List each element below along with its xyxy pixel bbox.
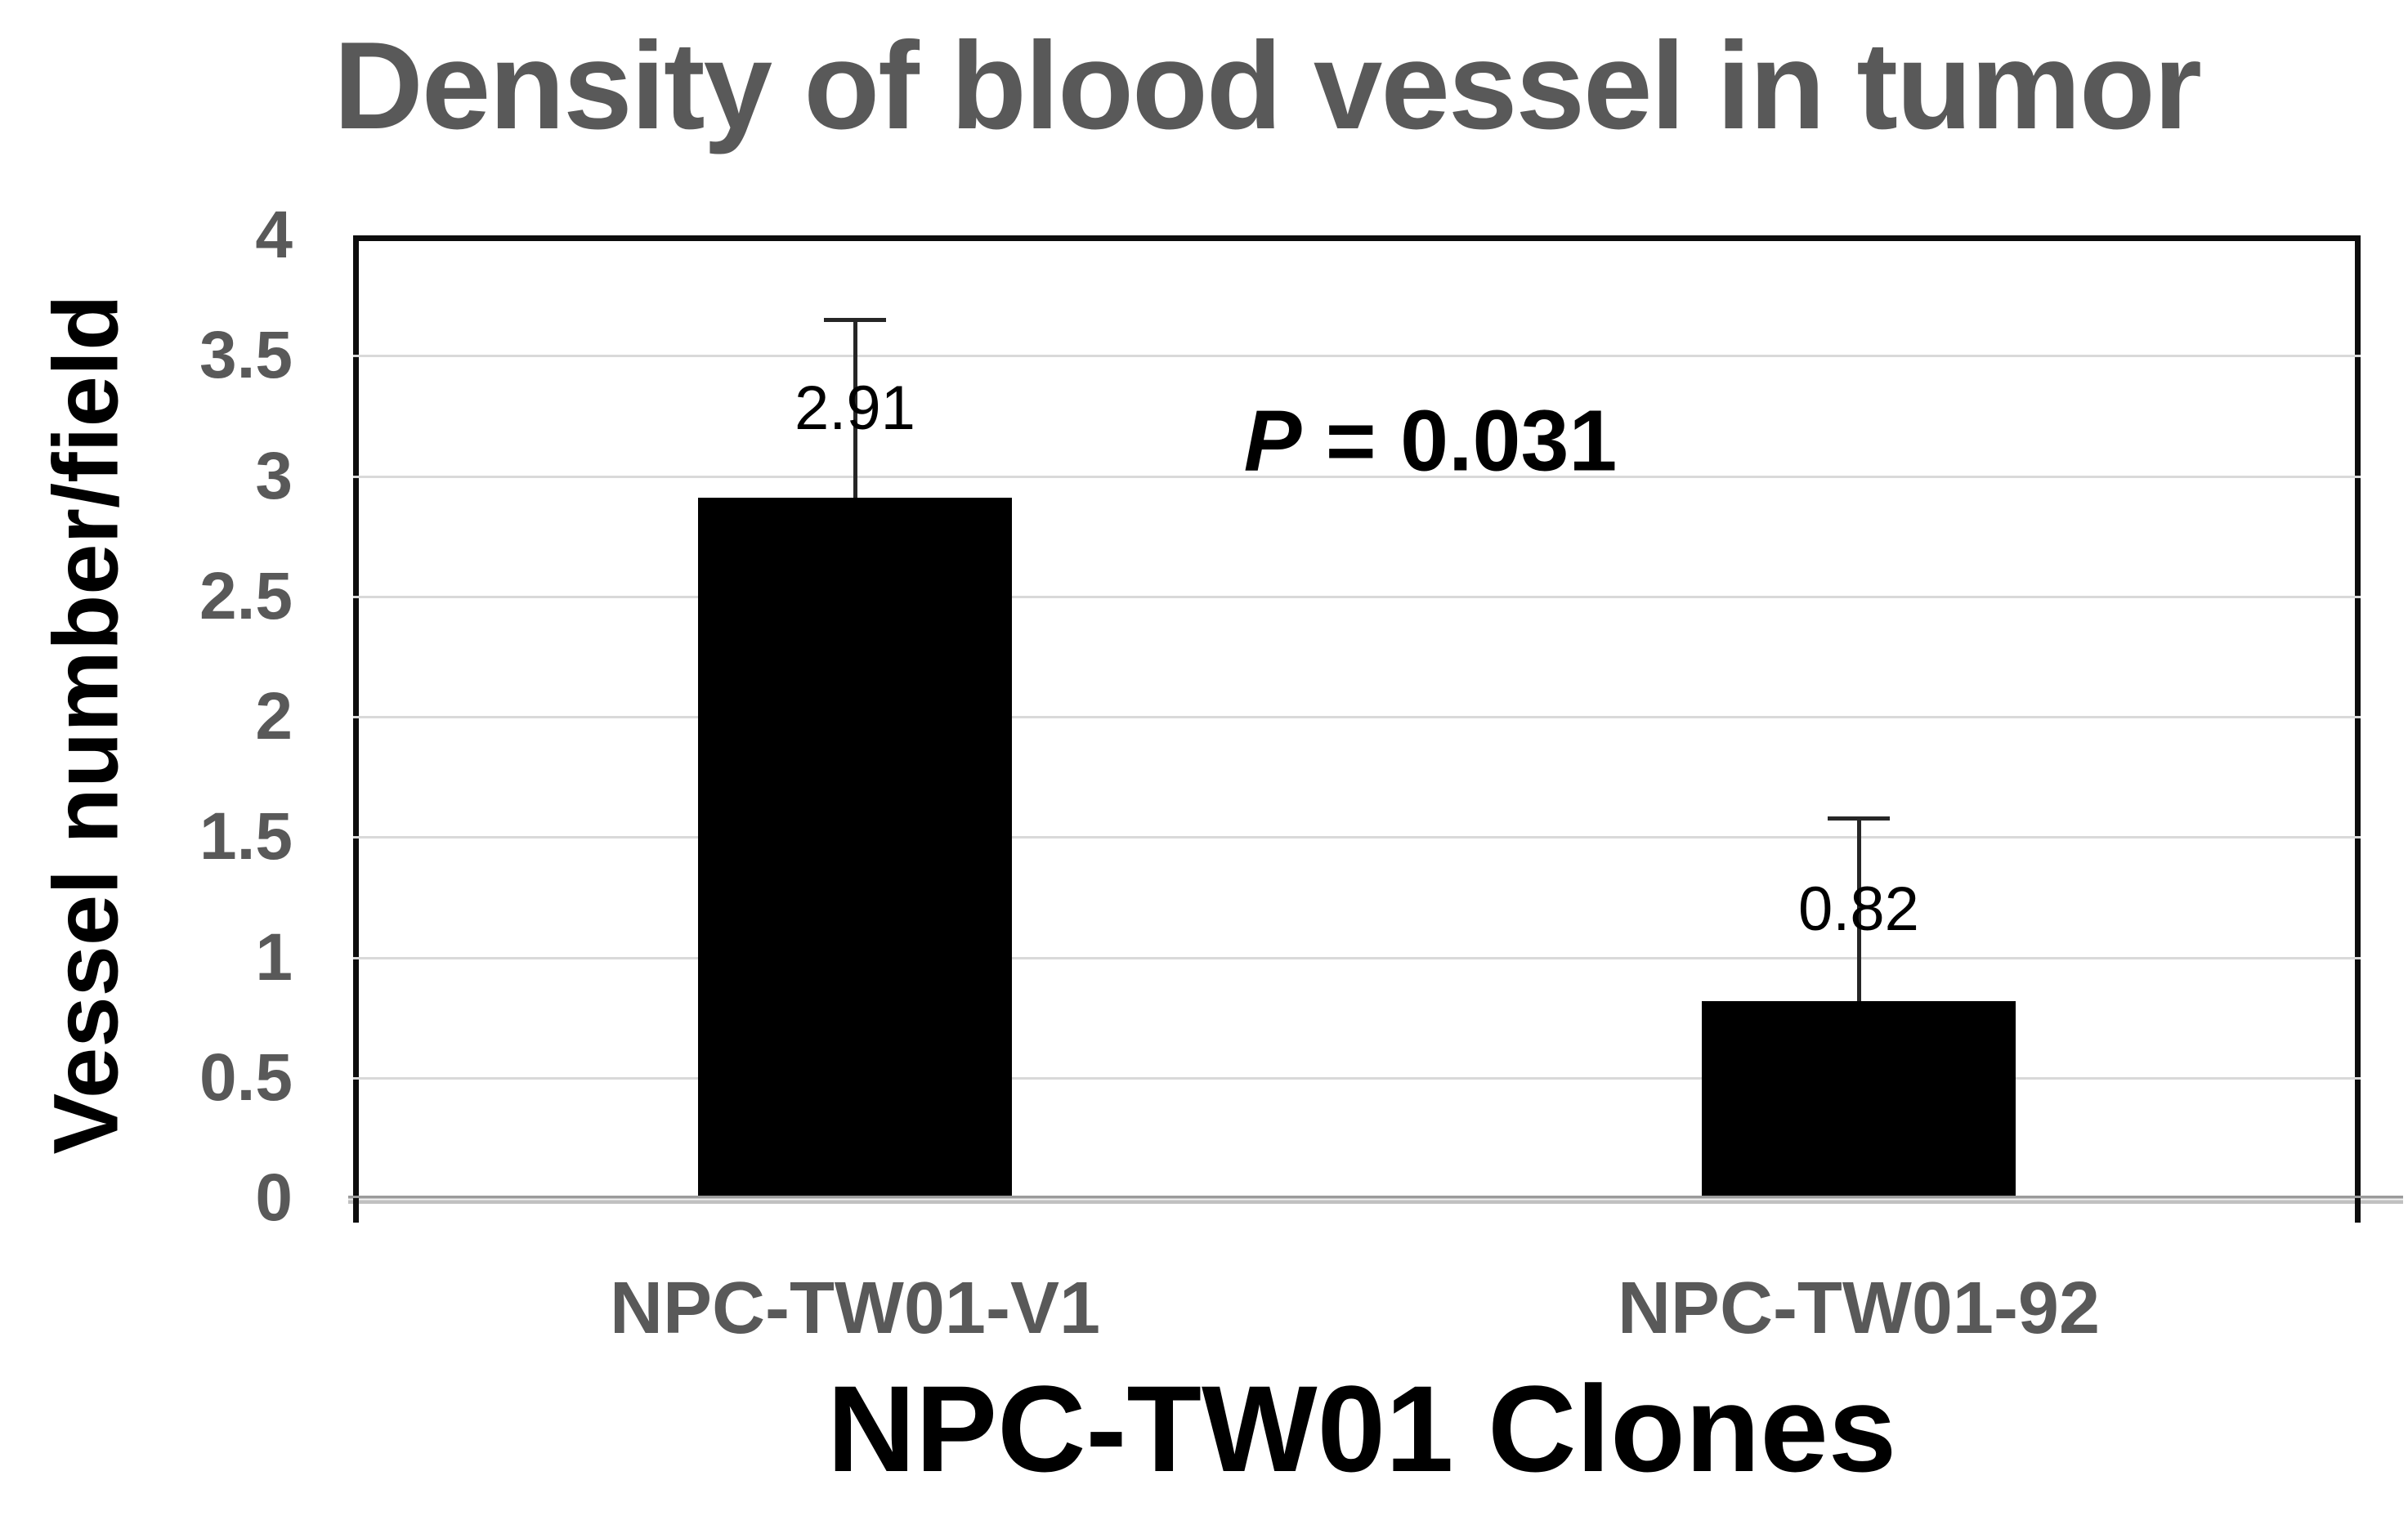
x-axis-left-tick (353, 1198, 359, 1223)
error-bar-whisker (1856, 817, 1861, 1001)
y-tick-label: 4 (255, 198, 293, 272)
y-tick-label: 1.5 (199, 799, 293, 874)
y-tick-label: 3 (255, 438, 293, 513)
x-category-label: NPC-TW01-V1 (609, 1268, 1101, 1349)
bar-data-label: 0.82 (1798, 874, 1919, 944)
error-bar-cap (1828, 816, 1890, 821)
bar (1702, 1000, 2016, 1198)
y-tick-label: 0 (255, 1160, 293, 1235)
y-tick-label: 2.5 (199, 558, 293, 633)
p-equals-value (1301, 393, 1325, 490)
y-tick-label: 3.5 (199, 318, 293, 393)
error-bar-cap (824, 318, 886, 323)
gridline (353, 836, 2361, 839)
p-symbol: P (1243, 392, 1302, 490)
bar-data-label: 2.91 (794, 373, 915, 444)
p-value-annotation: P = 0.031 (1244, 392, 1618, 491)
chart-title: Density of blood vessel in tumor (333, 16, 2202, 155)
p-value-text: = 0.031 (1325, 392, 1618, 490)
gridline (353, 595, 2361, 598)
x-category-label: NPC-TW01-92 (1617, 1268, 2101, 1349)
x-axis-line (348, 1196, 2403, 1204)
gridline (353, 716, 2361, 718)
gridline (353, 1076, 2361, 1080)
y-tick-label: 1 (255, 919, 293, 995)
y-tick-label: 2 (255, 679, 293, 754)
gridline (353, 475, 2361, 478)
x-axis-right-tick (2355, 1198, 2361, 1223)
y-tick-label: 0.5 (199, 1040, 293, 1115)
x-axis-title: NPC-TW01 Clones (826, 1360, 1897, 1497)
gridline (353, 355, 2361, 358)
bar (698, 498, 1012, 1198)
error-bar-whisker (853, 320, 857, 498)
gridline (353, 956, 2361, 959)
